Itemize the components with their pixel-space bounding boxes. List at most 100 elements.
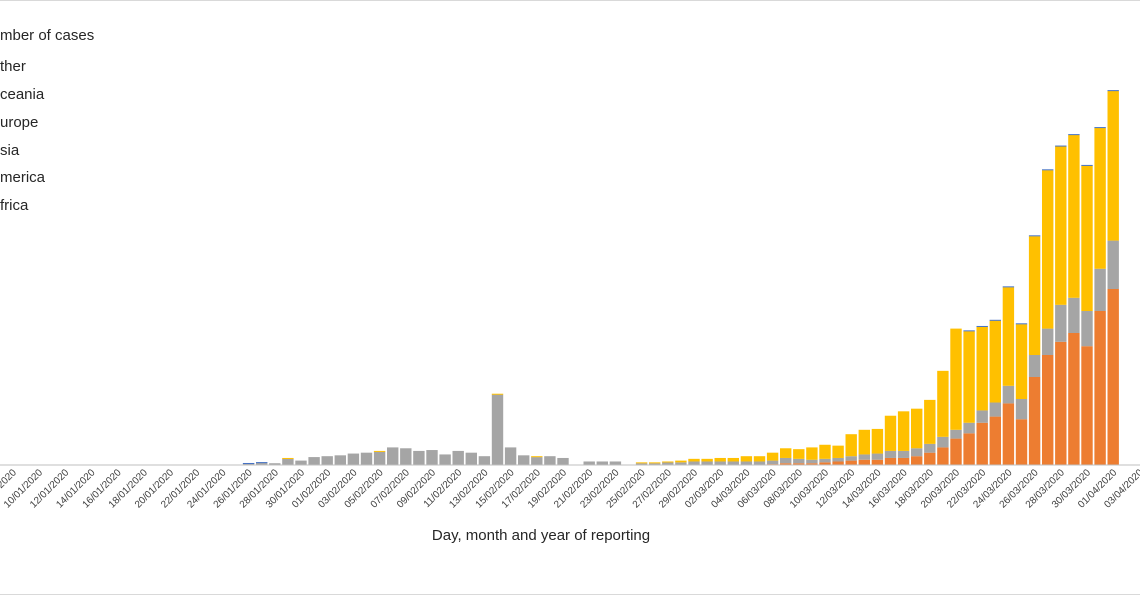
bar-america-76 [989, 416, 1001, 465]
bar-europe-71 [924, 399, 936, 444]
bar-asia-76 [989, 402, 1001, 417]
bar-america-74 [963, 433, 975, 465]
x-axis-title: Day, month and year of reporting [431, 527, 651, 544]
bar-asia-42 [544, 456, 556, 465]
bar-asia-37 [478, 456, 491, 465]
bar-asia-80 [1042, 328, 1054, 355]
bar-europe-50 [649, 462, 661, 464]
bar-other-20 [256, 462, 268, 464]
bar-asia-85 [1107, 240, 1119, 289]
bar-asia-26 [334, 455, 346, 465]
bar-america-71 [924, 452, 936, 465]
bar-europe-79 [1028, 236, 1041, 355]
bar-other-79 [1028, 235, 1041, 237]
legend-item-oceania: ceania [0, 86, 45, 103]
bar-america-62 [806, 463, 818, 465]
bar-asia-63 [819, 458, 831, 463]
bar-europe-49 [635, 462, 648, 464]
bar-other-80 [1042, 169, 1054, 171]
legend-item-america: merica [0, 169, 46, 186]
bar-other-75 [976, 325, 988, 327]
bar-asia-45 [583, 461, 595, 465]
bar-asia-79 [1028, 355, 1041, 377]
bar-america-68 [884, 457, 897, 465]
bar-europe-68 [884, 415, 897, 451]
bar-europe-74 [963, 331, 975, 423]
bar-asia-23 [295, 460, 307, 465]
bar-asia-22 [282, 458, 294, 465]
bar-asia-78 [1015, 399, 1028, 420]
bar-asia-83 [1081, 311, 1093, 347]
bar-america-73 [950, 438, 962, 465]
bar-asia-70 [911, 448, 923, 457]
bar-europe-81 [1055, 146, 1067, 305]
bar-asia-40 [518, 455, 530, 465]
bar-europe-67 [871, 428, 884, 454]
bar-other-19 [242, 462, 255, 464]
bar-america-84 [1094, 311, 1106, 465]
bar-asia-24 [308, 457, 320, 465]
bar-europe-51 [662, 461, 674, 463]
bar-asia-19 [242, 463, 255, 465]
bar-asia-46 [596, 461, 608, 465]
bar-asia-75 [976, 410, 988, 423]
bar-asia-56 [727, 461, 739, 465]
legend-item-asia: sia [0, 142, 20, 159]
bar-asia-30 [387, 447, 399, 465]
bar-europe-54 [701, 458, 713, 462]
bar-europe-38 [491, 393, 504, 395]
bar-europe-77 [1002, 287, 1015, 386]
bar-europe-72 [937, 370, 949, 437]
bar-asia-61 [793, 458, 805, 464]
bar-asia-73 [950, 429, 962, 439]
bar-asia-66 [858, 454, 870, 460]
bar-america-77 [1002, 403, 1015, 465]
bar-other-77 [1002, 286, 1015, 288]
bar-europe-57 [740, 456, 753, 462]
bar-europe-56 [727, 457, 739, 462]
bar-asia-67 [871, 453, 884, 460]
bar-america-65 [845, 460, 857, 465]
bar-europe-55 [714, 457, 726, 462]
bar-america-81 [1055, 341, 1067, 465]
bar-asia-41 [531, 457, 543, 465]
bar-asia-36 [465, 452, 477, 465]
bar-america-69 [897, 457, 910, 465]
bar-asia-28 [360, 452, 373, 465]
bar-asia-38 [491, 394, 504, 465]
bar-europe-73 [950, 328, 962, 430]
bar-asia-71 [924, 443, 936, 453]
bar-america-64 [832, 461, 844, 465]
bar-asia-54 [701, 461, 713, 465]
bar-asia-35 [452, 450, 464, 465]
bar-america-80 [1042, 355, 1054, 465]
bar-europe-29 [373, 450, 386, 452]
bar-europe-78 [1015, 324, 1028, 399]
bar-america-66 [858, 459, 870, 465]
bar-other-76 [989, 319, 1001, 321]
legend-item-europe: urope [0, 114, 39, 131]
bar-other-81 [1055, 145, 1067, 147]
bar-europe-75 [976, 326, 988, 411]
bar-asia-29 [373, 451, 386, 465]
bar-other-82 [1068, 134, 1080, 136]
bar-asia-74 [963, 422, 975, 434]
bar-europe-82 [1068, 135, 1080, 298]
bar-asia-34 [439, 454, 451, 465]
legend-title: mber of cases [0, 27, 95, 44]
legend-item-other: ther [0, 58, 26, 75]
bar-europe-65 [845, 434, 857, 457]
bar-asia-72 [937, 436, 949, 448]
bar-asia-69 [897, 450, 910, 458]
bar-europe-53 [688, 458, 700, 462]
bar-europe-66 [858, 429, 870, 455]
bar-asia-68 [884, 450, 897, 458]
bar-asia-52 [675, 462, 687, 465]
bar-asia-60 [780, 457, 792, 464]
bar-europe-84 [1094, 127, 1106, 269]
bar-asia-39 [504, 447, 517, 465]
legend-item-africa: frica [0, 197, 29, 214]
bar-america-63 [819, 462, 831, 465]
